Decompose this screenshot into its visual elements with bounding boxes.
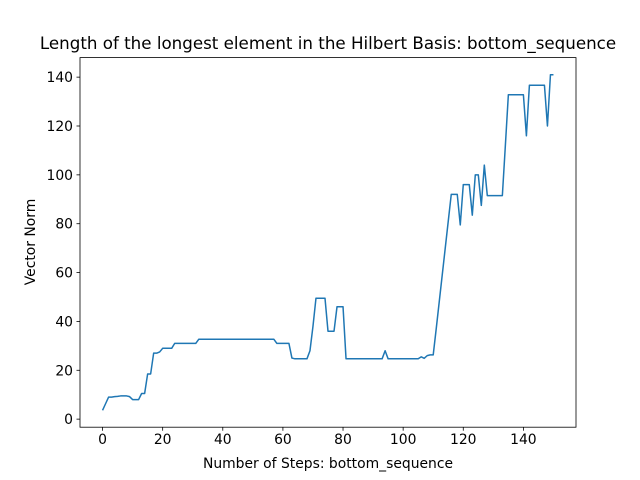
x-tick-label: 120 (450, 432, 477, 448)
x-tick-label: 100 (390, 432, 417, 448)
data-line (101, 73, 554, 411)
x-tick-label: 40 (214, 432, 232, 448)
y-tick-label: 140 (46, 70, 73, 86)
y-axis-label: Vector Norm (23, 199, 39, 286)
chart-title: Length of the longest element in the Hil… (40, 33, 616, 54)
y-tick-label: 40 (55, 314, 73, 330)
x-tick-label: 60 (274, 432, 292, 448)
x-tick-label: 0 (98, 432, 107, 448)
x-tick-label: 140 (510, 432, 537, 448)
plot-frame (79, 57, 577, 428)
y-tick-label: 80 (55, 217, 73, 233)
y-tick-label: 0 (64, 412, 73, 428)
y-tick-label: 120 (46, 119, 73, 135)
x-tick-label: 80 (334, 432, 352, 448)
y-tick-label: 100 (46, 168, 73, 184)
y-tick-label: 20 (55, 363, 73, 379)
x-axis-label: Number of Steps: bottom_sequence (203, 456, 453, 472)
y-tick-label: 60 (55, 266, 73, 282)
x-tick-label: 20 (154, 432, 172, 448)
